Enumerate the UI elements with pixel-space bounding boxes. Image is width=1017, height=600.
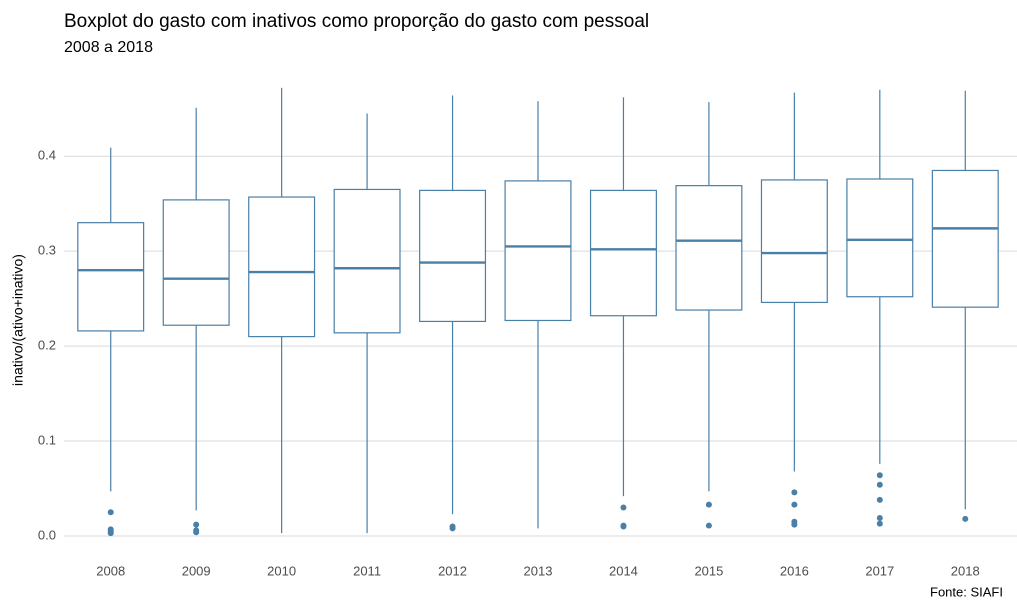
x-tick-label: 2017 [865,563,894,578]
outlier [705,522,712,529]
chart-subtitle: 2008 a 2018 [64,39,153,56]
x-tick-label: 2013 [524,563,553,578]
x-tick-label: 2016 [780,563,809,578]
outlier [107,509,114,516]
x-tick-label: 2012 [438,563,467,578]
x-tick-label: 2014 [609,563,638,578]
box [504,180,572,322]
chart-title: Boxplot do gasto com inativos como propo… [64,11,649,32]
y-tick-label: 0.2 [38,338,56,353]
outlier [876,496,883,503]
y-tick-label: 0.1 [38,432,56,447]
x-tick-label: 2010 [267,563,296,578]
outlier [193,521,200,528]
box [675,185,743,311]
box [931,169,999,308]
outlier [791,521,798,528]
x-tick-label: 2018 [951,563,980,578]
x-tick-label: 2009 [182,563,211,578]
box [419,189,487,323]
outlier [962,515,969,522]
outlier [620,523,627,530]
outlier [107,530,114,537]
box [162,199,230,326]
outlier [705,501,712,508]
y-tick-label: 0.4 [38,148,56,163]
box [333,188,401,334]
y-tick-label: 0.0 [38,527,56,542]
box [248,196,316,338]
outlier [449,525,456,532]
source-note: Fonte: SIAFI [930,584,1003,599]
x-tick-label: 2011 [353,563,381,578]
box [760,179,828,304]
box [77,222,145,332]
outlier [620,504,627,511]
outlier [876,472,883,479]
outlier [791,489,798,496]
box [846,178,914,298]
y-axis-title: inativo/(ativo+inativo) [10,254,26,386]
box [589,189,657,317]
x-tick-label: 2008 [96,563,125,578]
outlier [876,481,883,488]
y-tick-label: 0.3 [38,243,56,258]
outlier [791,501,798,508]
outlier [876,520,883,527]
x-tick-label: 2015 [694,563,723,578]
outlier [193,529,200,536]
outlier [876,514,883,521]
